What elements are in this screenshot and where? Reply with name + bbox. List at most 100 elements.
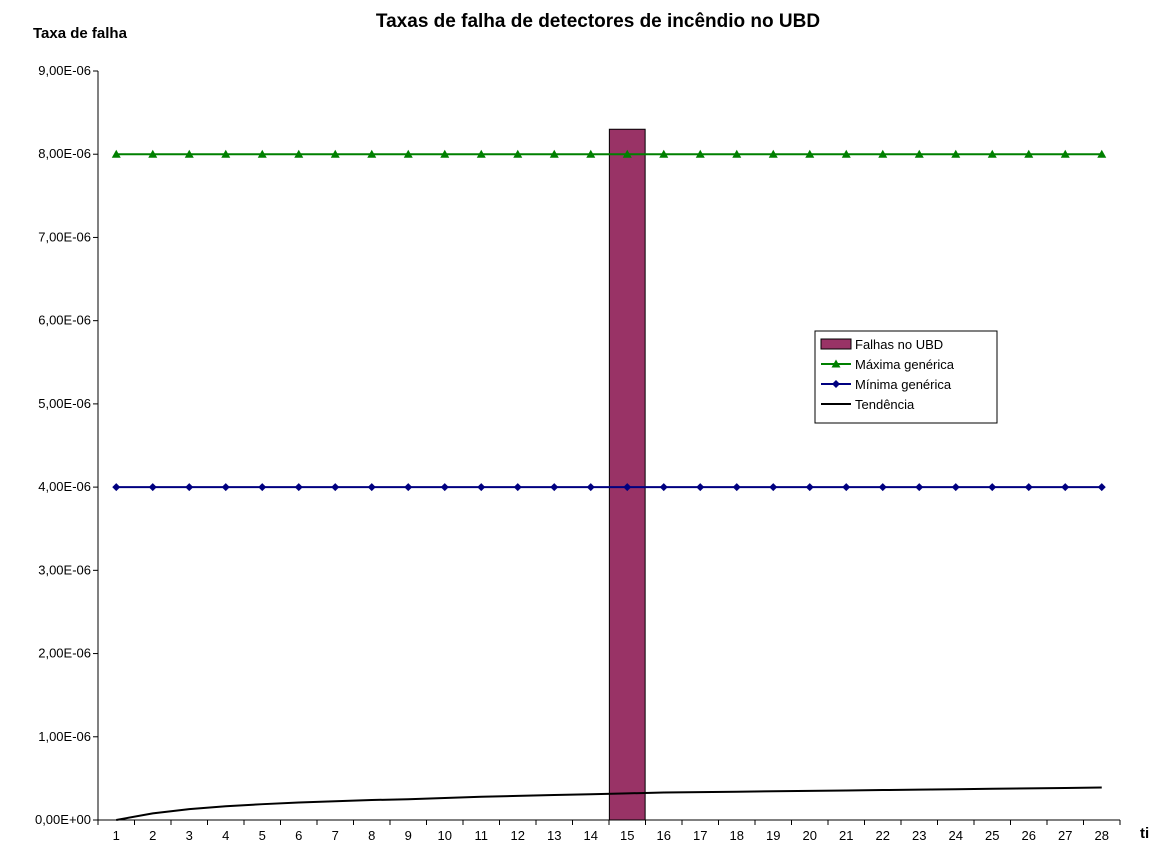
diamond-marker [1024, 483, 1033, 492]
bar [608, 128, 646, 821]
diamond-marker [513, 483, 522, 492]
y-tick-label: 3,00E-06 [38, 562, 91, 577]
diamond-marker [1061, 483, 1070, 492]
triangle-marker [841, 149, 851, 158]
x-tick-label: 15 [620, 828, 634, 843]
diamond-marker [805, 483, 814, 492]
triangle-marker [549, 149, 559, 158]
diamond-marker [258, 483, 267, 492]
legend: Falhas no UBD Máxima genérica Mínima genér… [814, 330, 998, 424]
chart-title: Taxas de falha de detectores de incêndio… [376, 11, 820, 32]
triangle-marker [914, 149, 924, 158]
legend-label: Mínima genérica [855, 377, 952, 392]
series-line [116, 786, 1102, 821]
legend-swatch [820, 338, 852, 350]
diamond-marker [586, 483, 595, 492]
x-tick-label: 9 [405, 828, 412, 843]
y-tick-label: 1,00E-06 [38, 729, 91, 744]
x-axis-label: ti [1140, 825, 1149, 842]
x-tick-label: 27 [1058, 828, 1072, 843]
triangle-marker [148, 149, 158, 158]
diamond-marker [1097, 483, 1106, 492]
legend-label: Falhas no UBD [855, 337, 943, 352]
diamond-marker [915, 483, 924, 492]
x-tick-label: 11 [475, 828, 489, 843]
triangle-marker [476, 149, 486, 158]
triangle-marker [878, 149, 888, 158]
x-tick-label: 22 [876, 828, 890, 843]
x-tick-label: 2 [149, 828, 156, 843]
y-tick-label: 8,00E-06 [38, 146, 91, 161]
x-tick-label: 20 [803, 828, 817, 843]
x-tick-label: 6 [295, 828, 302, 843]
triangle-marker [732, 149, 742, 158]
legend-label: Máxima genérica [855, 357, 955, 372]
triangle-marker [768, 149, 778, 158]
legend-label: Tendência [855, 397, 915, 412]
x-tick-label: 18 [730, 828, 744, 843]
triangle-marker [440, 149, 450, 158]
x-tick-label: 13 [547, 828, 561, 843]
series-m-nima-gen-rica [112, 483, 1106, 492]
x-tick-label: 19 [766, 828, 780, 843]
triangle-marker [184, 149, 194, 158]
triangle-marker [257, 149, 267, 158]
diamond-marker [185, 483, 194, 492]
diamond-marker [878, 483, 887, 492]
triangle-marker [1060, 149, 1070, 158]
diamond-marker [550, 483, 559, 492]
y-tick-label: 0,00E+00 [35, 812, 91, 827]
line-series [111, 149, 1107, 821]
triangle-marker [622, 149, 632, 158]
triangle-marker [403, 149, 413, 158]
triangle-marker [330, 149, 340, 158]
x-tick-label: 21 [839, 828, 853, 843]
x-tick-label: 28 [1095, 828, 1109, 843]
y-tick-label: 5,00E-06 [38, 396, 91, 411]
y-axis-label: Taxa de falha [33, 25, 128, 42]
series-tend-ncia [116, 786, 1102, 821]
triangle-marker [513, 149, 523, 158]
triangle-marker [1097, 149, 1107, 158]
diamond-marker [842, 483, 851, 492]
diamond-marker [440, 483, 449, 492]
diamond-marker [951, 483, 960, 492]
triangle-marker [294, 149, 304, 158]
y-tick-label: 4,00E-06 [38, 479, 91, 494]
x-tick-label: 14 [584, 828, 598, 843]
triangle-marker [659, 149, 669, 158]
x-tick-label: 3 [186, 828, 193, 843]
diamond-marker [659, 483, 668, 492]
x-tick-label: 7 [332, 828, 339, 843]
triangle-marker [805, 149, 815, 158]
x-tick-label: 10 [438, 828, 452, 843]
diamond-marker [404, 483, 413, 492]
triangle-marker [987, 149, 997, 158]
diamond-marker [148, 483, 157, 492]
triangle-marker [111, 149, 121, 158]
diamond-marker [769, 483, 778, 492]
diamond-marker [477, 483, 486, 492]
triangle-marker [951, 149, 961, 158]
x-tick-label: 24 [949, 828, 963, 843]
x-tick-label: 4 [222, 828, 229, 843]
series-m-xima-gen-rica [111, 149, 1107, 158]
bar-series [608, 128, 646, 821]
x-tick-label: 5 [259, 828, 266, 843]
y-tick-label: 9,00E-06 [38, 63, 91, 78]
y-tick-label: 6,00E-06 [38, 313, 91, 328]
x-tick-label: 17 [693, 828, 707, 843]
x-tick-label: 1 [113, 828, 120, 843]
diamond-marker [367, 483, 376, 492]
legend-item: Mínima genérica [821, 377, 952, 392]
diamond-marker [696, 483, 705, 492]
diamond-marker [988, 483, 997, 492]
triangle-marker [367, 149, 377, 158]
x-tick-label: 16 [657, 828, 671, 843]
x-tick-label: 8 [368, 828, 375, 843]
y-tick-label: 2,00E-06 [38, 646, 91, 661]
triangle-marker [1024, 149, 1034, 158]
x-tick-label: 25 [985, 828, 999, 843]
